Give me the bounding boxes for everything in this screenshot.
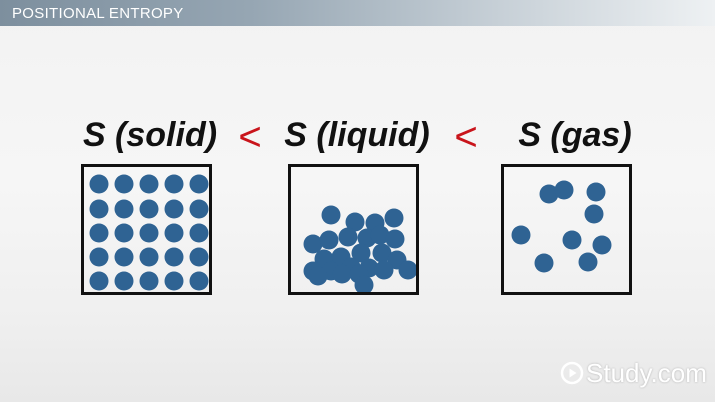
less-than-sign-1: < bbox=[238, 115, 262, 159]
slide-title: POSITIONAL ENTROPY bbox=[12, 5, 184, 22]
solid-entropy-label: S (solid) bbox=[82, 116, 218, 154]
liquid-molecules bbox=[303, 205, 416, 292]
less-than-sign-2: < bbox=[454, 115, 478, 159]
liquid-entropy-label: S (liquid) bbox=[284, 116, 430, 154]
gas-entropy-label: S (gas) bbox=[518, 116, 632, 154]
brand-name: Study.com bbox=[586, 357, 707, 388]
play-circle-icon bbox=[560, 361, 584, 385]
liquid-container bbox=[288, 164, 419, 295]
gas-molecules bbox=[511, 180, 612, 273]
study-com-watermark: Study.com bbox=[560, 358, 707, 388]
title-banner: POSITIONAL ENTROPY bbox=[0, 0, 715, 26]
solid-molecules bbox=[89, 174, 209, 291]
solid-container bbox=[81, 164, 212, 295]
gas-container bbox=[501, 164, 632, 295]
